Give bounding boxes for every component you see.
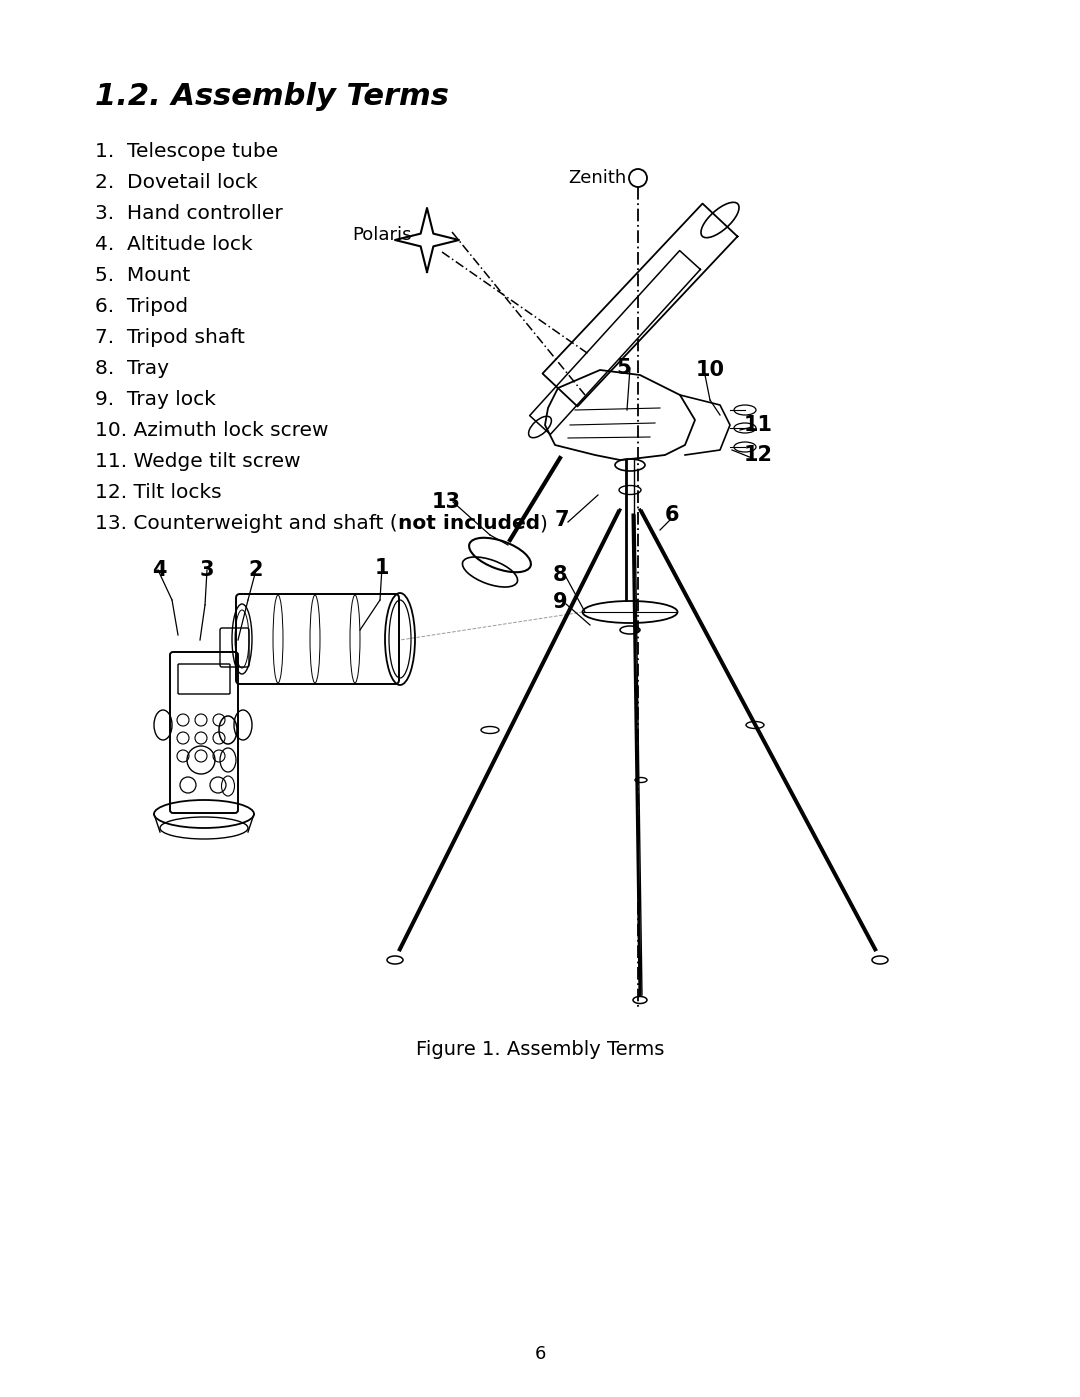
- Text: 3: 3: [200, 560, 215, 580]
- Text: not included: not included: [397, 514, 540, 534]
- Text: Polaris: Polaris: [352, 226, 411, 244]
- Text: Zenith: Zenith: [568, 169, 626, 187]
- Text: 12. Tilt locks: 12. Tilt locks: [95, 483, 221, 502]
- Text: 1.2. Assembly Terms: 1.2. Assembly Terms: [95, 82, 449, 110]
- Text: 12: 12: [744, 446, 773, 465]
- Text: 7.  Tripod shaft: 7. Tripod shaft: [95, 328, 245, 346]
- Text: 13: 13: [432, 492, 461, 511]
- Text: 1: 1: [375, 557, 390, 578]
- Text: 9: 9: [553, 592, 568, 612]
- Text: Figure 1. Assembly Terms: Figure 1. Assembly Terms: [416, 1039, 664, 1059]
- Text: 5: 5: [616, 358, 631, 379]
- Text: 7: 7: [555, 510, 569, 529]
- Text: 4.  Altitude lock: 4. Altitude lock: [95, 235, 253, 254]
- Text: 8: 8: [553, 564, 567, 585]
- Text: 2.  Dovetail lock: 2. Dovetail lock: [95, 173, 258, 191]
- Text: 3.  Hand controller: 3. Hand controller: [95, 204, 283, 224]
- Text: 6: 6: [535, 1345, 545, 1363]
- Text: 2: 2: [248, 560, 262, 580]
- Text: 10: 10: [696, 360, 725, 380]
- Text: 5.  Mount: 5. Mount: [95, 265, 190, 285]
- Text: 6: 6: [665, 504, 679, 525]
- Text: 6.  Tripod: 6. Tripod: [95, 298, 188, 316]
- Text: 9.  Tray lock: 9. Tray lock: [95, 390, 216, 409]
- Text: 11. Wedge tilt screw: 11. Wedge tilt screw: [95, 453, 300, 471]
- Text: ): ): [540, 514, 548, 534]
- Text: 11: 11: [744, 415, 773, 434]
- Text: 4: 4: [152, 560, 166, 580]
- Text: 13. Counterweight and shaft (: 13. Counterweight and shaft (: [95, 514, 397, 534]
- Text: 10. Azimuth lock screw: 10. Azimuth lock screw: [95, 420, 328, 440]
- Text: 1.  Telescope tube: 1. Telescope tube: [95, 142, 279, 161]
- Text: 8.  Tray: 8. Tray: [95, 359, 168, 379]
